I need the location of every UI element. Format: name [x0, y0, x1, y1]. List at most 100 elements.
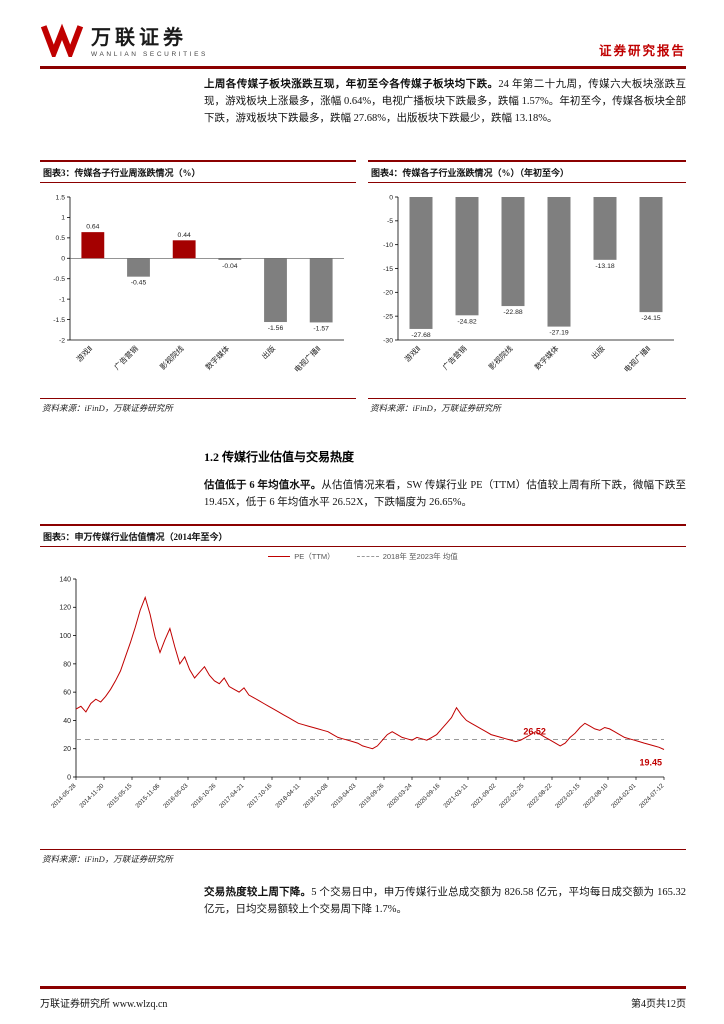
svg-text:2016-10-26: 2016-10-26 — [190, 782, 218, 810]
svg-text:出版: 出版 — [589, 343, 607, 361]
wanlian-logo: 万联证券 WANLIAN SECURITIES — [40, 23, 208, 62]
svg-text:-0.04: -0.04 — [222, 263, 238, 270]
svg-text:2023-08-10: 2023-08-10 — [582, 782, 610, 810]
paragraph-valuation-body: 从估值情况来看，SW 传媒行业 PE（TTM）估值较上周有所下跌，微幅下跌至 1… — [204, 480, 687, 508]
svg-text:-1.56: -1.56 — [268, 325, 284, 332]
svg-text:-5: -5 — [387, 218, 393, 225]
chart5-legend: PE（TTM） 2018年 至2023年 均值 — [40, 551, 686, 562]
svg-text:出版: 出版 — [259, 343, 277, 361]
logo-title: 万联证券 — [91, 27, 187, 49]
page-footer: 万联证券研究所 www.wlzq.cn 第4页共12页 — [40, 995, 686, 1010]
svg-text:2015-11-06: 2015-11-06 — [134, 782, 161, 809]
footer-divider — [40, 986, 686, 989]
svg-text:0: 0 — [389, 194, 393, 201]
svg-text:-1: -1 — [59, 296, 65, 303]
svg-text:140: 140 — [59, 576, 71, 583]
svg-text:影视院线: 影视院线 — [486, 343, 515, 372]
figure-3-bar-chart: 1.5 1 0.5 0 -0.5 -1 -1.5 -2 0.64 -0.45 0.44 -0.04 -1… — [40, 183, 356, 398]
svg-text:2023-02-15: 2023-02-15 — [554, 782, 582, 810]
svg-text:2017-04-21: 2017-04-21 — [218, 782, 246, 810]
svg-text:2016-05-03: 2016-05-03 — [162, 782, 190, 810]
svg-text:-22.88: -22.88 — [503, 309, 522, 316]
svg-text:-0.45: -0.45 — [131, 280, 147, 287]
figure-3-source: 资料来源：iFinD，万联证券研究所 — [40, 398, 356, 414]
figure-4: 图表4：传媒各子行业涨跌情况（%）（年初至今） 0 -5 -10 -15 -20 -25 -… — [368, 160, 686, 414]
paragraph-week-review-lead: 上周各传媒子板块涨跌互现，年初至今各传媒子板块均下跌。 — [204, 79, 499, 90]
pe-line-swatch-icon — [268, 556, 291, 557]
svg-text:20: 20 — [63, 746, 71, 753]
svg-text:数字媒体: 数字媒体 — [203, 343, 232, 372]
svg-text:2020-03-24: 2020-03-24 — [386, 782, 414, 810]
svg-text:0: 0 — [61, 256, 65, 263]
mean-line-swatch-icon — [356, 556, 379, 557]
header-divider — [40, 66, 686, 69]
legend-mean-label: 2018年 至2023年 均值 — [382, 552, 458, 561]
svg-text:2018-04-11: 2018-04-11 — [274, 782, 301, 809]
footer-org-url: 万联证券研究所 www.wlzq.cn — [40, 999, 168, 1010]
page-header: 万联证券 WANLIAN SECURITIES 证券研究报告 — [40, 16, 686, 62]
paragraph-week-review: 上周各传媒子板块涨跌互现，年初至今各传媒子板块均下跌。24 年第二十九周，传媒六… — [204, 76, 686, 127]
paragraph-trading-volume-lead: 交易热度较上周下降。 — [204, 887, 312, 898]
wanlian-w-logo-icon — [40, 23, 84, 62]
paragraph-trading-volume: 交易热度较上周下降。5 个交易日中，申万传媒行业总成交额为 826.58 亿元，… — [204, 884, 686, 918]
svg-text:2021-03-11: 2021-03-11 — [442, 782, 469, 809]
svg-text:2014-11-20: 2014-11-20 — [78, 782, 105, 809]
svg-text:-27.68: -27.68 — [411, 332, 430, 339]
paragraph-valuation: 估值低于 6 年均值水平。从估值情况来看，SW 传媒行业 PE（TTM）估值较上… — [204, 477, 686, 511]
svg-text:0.64: 0.64 — [86, 224, 99, 231]
figure-4-title: 图表4：传媒各子行业涨跌情况（%）（年初至今） — [368, 160, 686, 183]
svg-text:1: 1 — [61, 215, 65, 222]
section-heading-1-2: 1.2 传媒行业估值与交易热度 — [204, 450, 355, 464]
svg-text:-1.57: -1.57 — [313, 325, 329, 332]
svg-text:0: 0 — [67, 774, 71, 781]
figure-4-bar-chart: 0 -5 -10 -15 -20 -25 -30 -27.68 -24.82 -22.88 -27.… — [368, 183, 686, 398]
svg-text:数字媒体: 数字媒体 — [532, 343, 561, 372]
svg-text:游戏Ⅱ: 游戏Ⅱ — [74, 343, 95, 364]
figure-3: 图表3：传媒各子行业周涨跌情况（%） 1.5 1 0.5 0 -0.5 -1 -1.5 -2 0… — [40, 160, 356, 414]
svg-text:1.5: 1.5 — [56, 194, 66, 201]
svg-text:影视院线: 影视院线 — [157, 343, 186, 372]
svg-text:2021-09-02: 2021-09-02 — [470, 782, 498, 810]
figure-3-title: 图表3：传媒各子行业周涨跌情况（%） — [40, 160, 356, 183]
svg-text:-10: -10 — [383, 242, 393, 249]
svg-text:2019-04-03: 2019-04-03 — [330, 782, 358, 810]
paragraph-week-review-body: 24 年第二十九周，传媒六大板块涨跌互现，游戏板块上涨最多，涨幅 0.64%，电… — [204, 79, 687, 124]
svg-text:-24.15: -24.15 — [641, 315, 660, 322]
svg-text:电视广播Ⅱ: 电视广播Ⅱ — [622, 343, 653, 374]
svg-text:-30: -30 — [383, 337, 393, 344]
svg-text:电视广播Ⅱ: 电视广播Ⅱ — [292, 343, 323, 374]
svg-text:-25: -25 — [383, 313, 393, 320]
svg-text:0.5: 0.5 — [56, 235, 66, 242]
svg-text:80: 80 — [63, 661, 71, 668]
svg-text:2015-05-15: 2015-05-15 — [106, 782, 134, 810]
svg-text:-24.82: -24.82 — [457, 318, 476, 325]
report-type-label: 证券研究报告 — [598, 44, 686, 58]
legend-item-mean: 2018年 至2023年 均值 — [356, 551, 458, 562]
svg-text:广告营销: 广告营销 — [112, 343, 141, 372]
paragraph-valuation-lead: 估值低于 6 年均值水平。 — [204, 480, 322, 491]
svg-text:广告营销: 广告营销 — [440, 343, 469, 372]
svg-text:19.45: 19.45 — [639, 757, 662, 767]
svg-text:-2: -2 — [59, 337, 65, 344]
figure-5-line-chart: PE（TTM） 2018年 至2023年 均值 0 20 40 60 80 100 120 1… — [40, 547, 686, 849]
svg-text:2022-02-25: 2022-02-25 — [498, 782, 526, 810]
svg-text:100: 100 — [59, 633, 71, 640]
svg-text:2022-08-22: 2022-08-22 — [526, 782, 554, 810]
legend-item-pe: PE（TTM） — [268, 551, 335, 562]
svg-text:-13.18: -13.18 — [595, 263, 614, 270]
svg-text:-15: -15 — [383, 266, 393, 273]
svg-text:120: 120 — [59, 605, 71, 612]
svg-text:2024-07-12: 2024-07-12 — [638, 782, 666, 810]
svg-text:-0.5: -0.5 — [53, 276, 65, 283]
figure-5-title: 图表5：申万传媒行业估值情况（2014年至今） — [40, 524, 686, 547]
svg-text:2020-09-16: 2020-09-16 — [414, 782, 442, 810]
svg-text:2014-05-28: 2014-05-28 — [50, 782, 78, 810]
svg-text:游戏Ⅱ: 游戏Ⅱ — [402, 343, 423, 364]
figure-5: 图表5：申万传媒行业估值情况（2014年至今） PE（TTM） 2018年 至2… — [40, 524, 686, 865]
svg-text:-27.19: -27.19 — [549, 330, 568, 337]
svg-text:-20: -20 — [383, 290, 393, 297]
paragraph-trading-volume-body: 5 个交易日中，申万传媒行业总成交额为 826.58 亿元，平均每日成交额为 1… — [204, 887, 687, 915]
svg-text:0.44: 0.44 — [178, 232, 191, 239]
svg-text:2019-09-26: 2019-09-26 — [358, 782, 386, 810]
legend-pe-label: PE（TTM） — [294, 552, 335, 561]
